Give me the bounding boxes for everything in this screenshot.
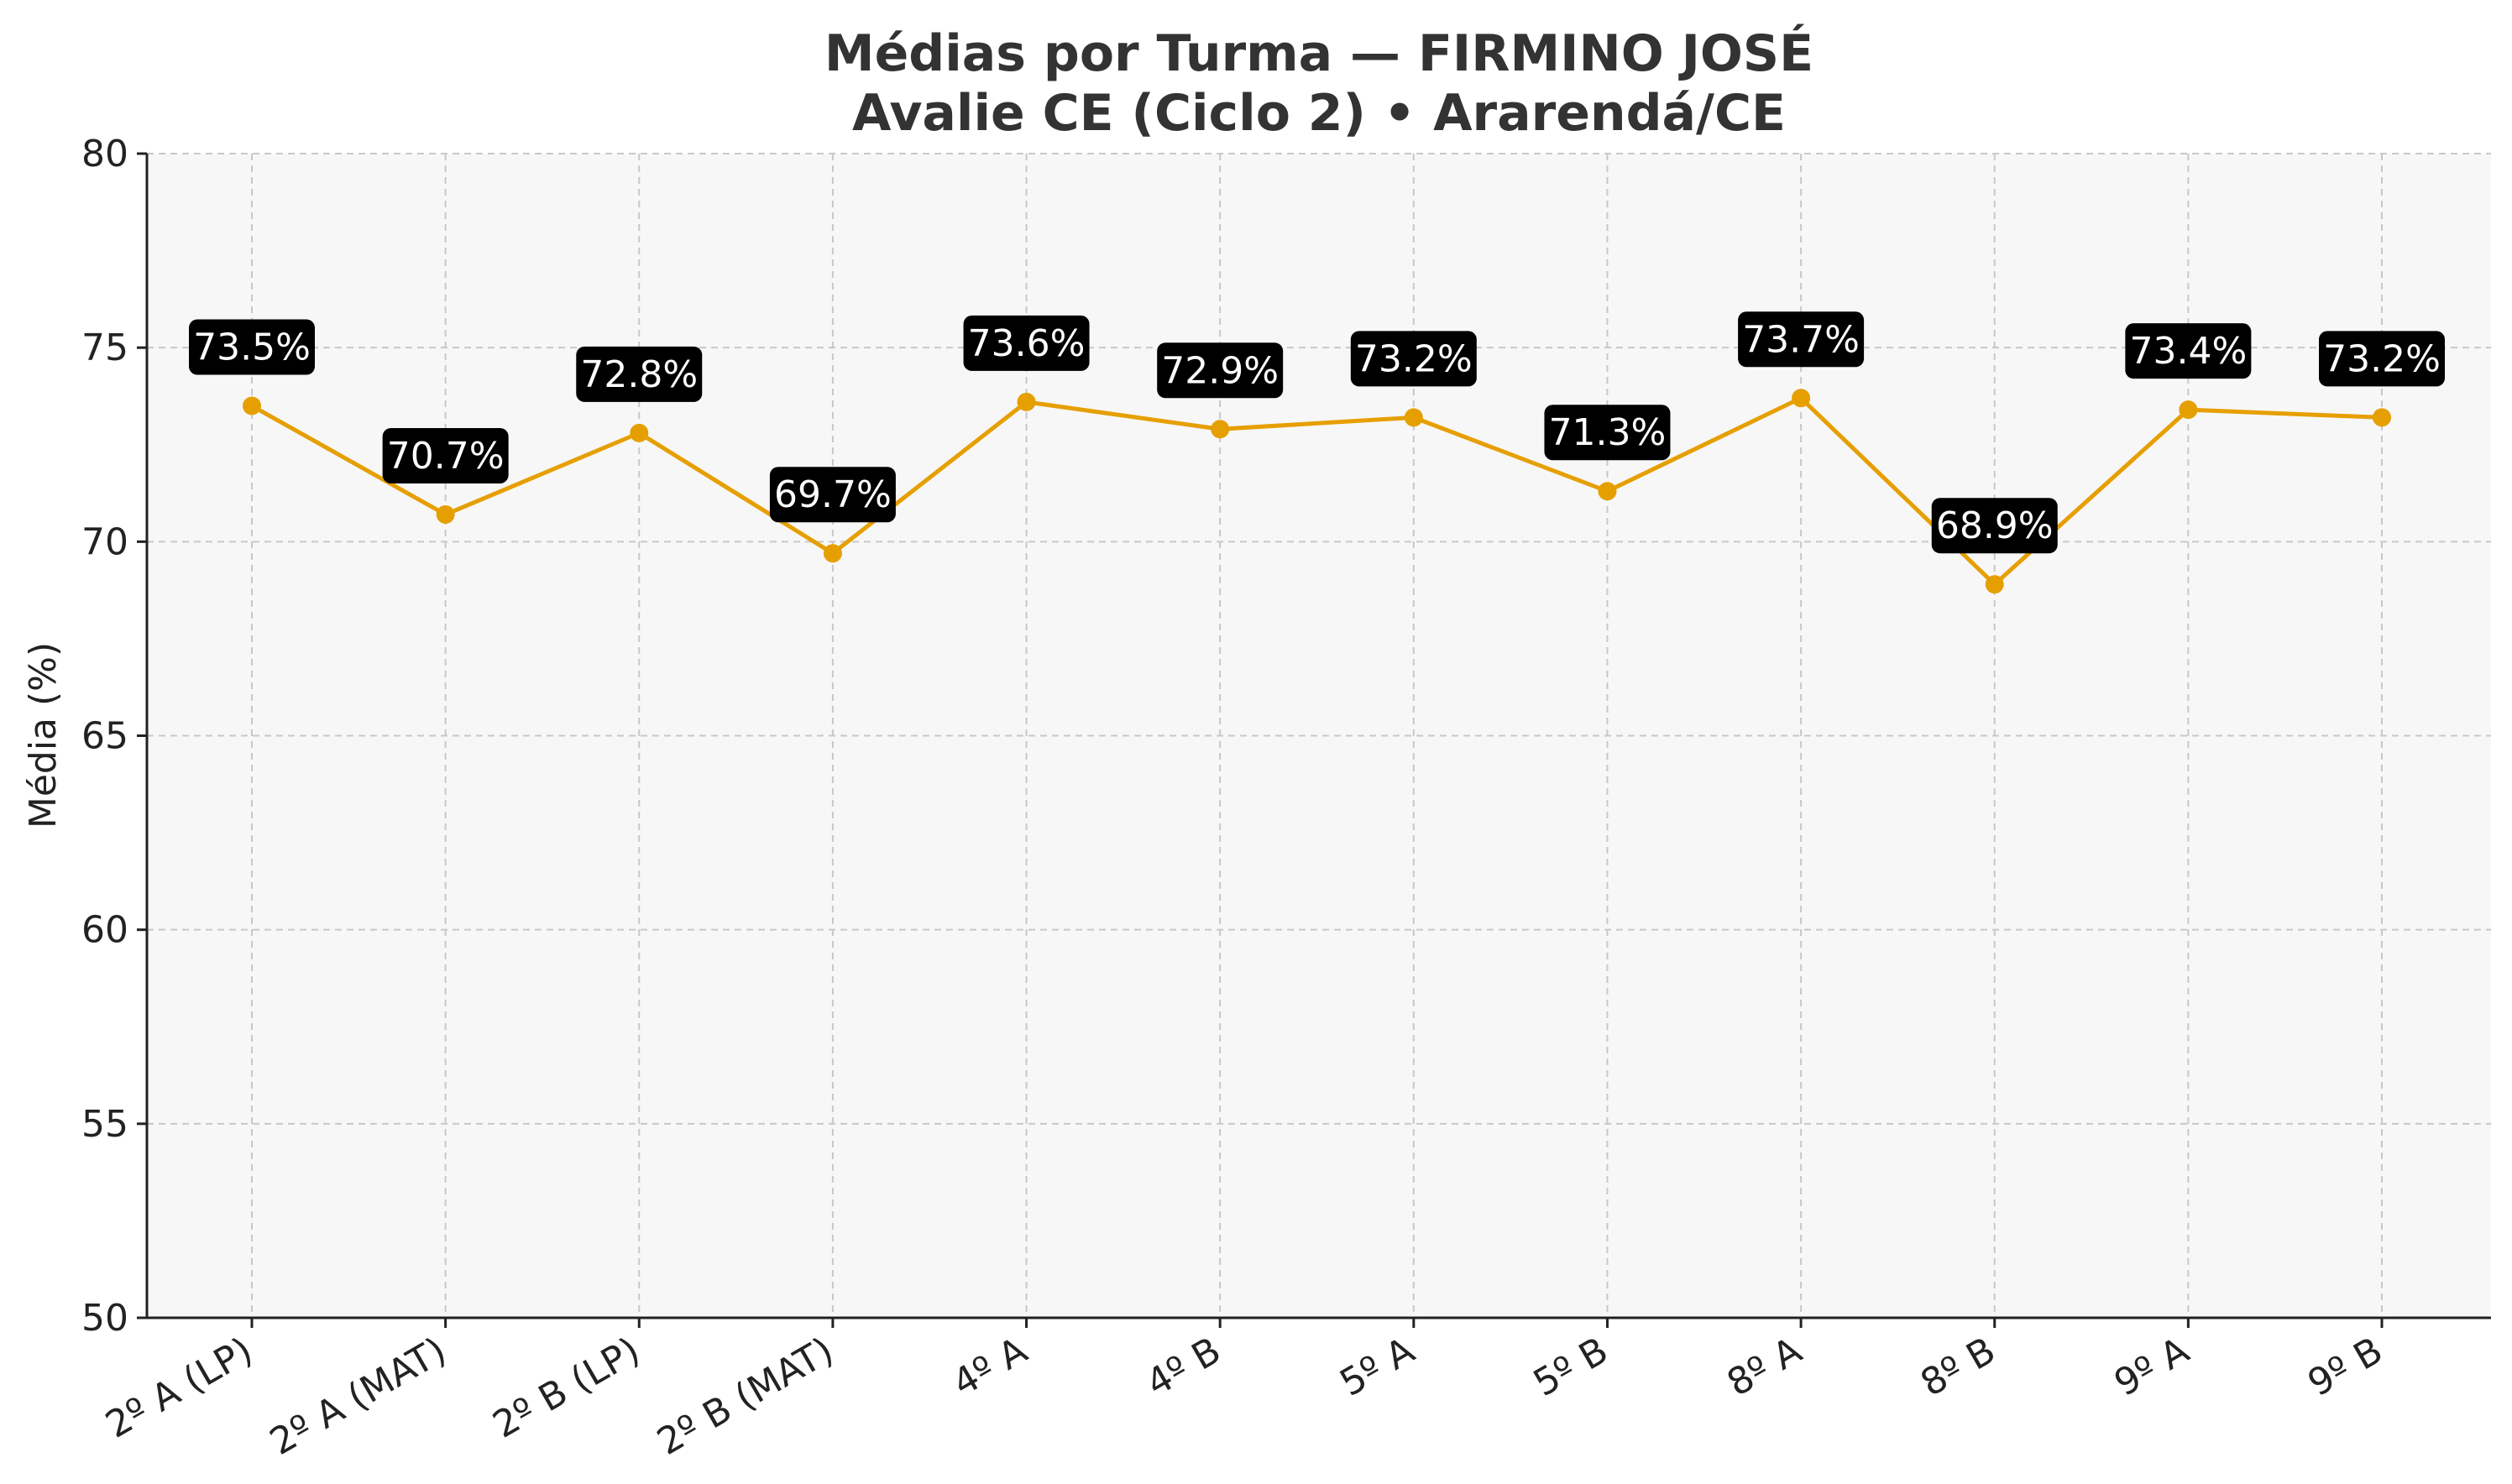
data-label-box bbox=[2319, 331, 2445, 387]
data-label-text: 73.2% bbox=[2323, 337, 2441, 380]
data-label-box bbox=[1350, 331, 1477, 387]
data-label: 70.7% bbox=[382, 427, 509, 483]
x-tick-label: 4º A bbox=[945, 1329, 1034, 1405]
y-ticks: 50 55 60 65 70 75 80 bbox=[81, 133, 147, 1340]
data-label-box bbox=[963, 315, 1090, 371]
data-label-text: 69.7% bbox=[774, 473, 892, 516]
data-labels: 73.5% 70.7% 72.8% 69.7% 73.6% 72.9% 73.2% 71.3%… bbox=[189, 311, 2445, 554]
data-point bbox=[436, 504, 455, 524]
data-label: 73.4% bbox=[2125, 323, 2252, 379]
data-point bbox=[823, 544, 842, 563]
x-tick-label: 8º B bbox=[1913, 1329, 2002, 1405]
x-tick-label: 2º A (MAT) bbox=[263, 1329, 453, 1463]
y-tick-label: 55 bbox=[81, 1103, 128, 1146]
y-tick-label: 50 bbox=[81, 1297, 128, 1340]
x-tick-label: 9º A bbox=[2107, 1329, 2196, 1405]
data-label: 71.3% bbox=[1544, 405, 1671, 461]
data-label: 68.9% bbox=[1931, 498, 2058, 554]
data-point bbox=[1792, 389, 1811, 408]
data-label-text: 73.5% bbox=[193, 327, 311, 369]
series-line bbox=[243, 389, 2391, 594]
chart-subtitle: Avalie CE (Ciclo 2) • Ararendá/CE bbox=[852, 84, 1786, 143]
data-point bbox=[1598, 482, 1617, 501]
data-label: 73.5% bbox=[189, 319, 315, 375]
data-label-text: 68.9% bbox=[1936, 504, 2054, 547]
x-tick-label: 2º B (LP) bbox=[486, 1329, 647, 1446]
y-tick-label: 75 bbox=[81, 327, 128, 369]
x-tick-label: 8º A bbox=[1720, 1329, 1809, 1405]
data-point bbox=[1985, 575, 2004, 594]
data-label: 72.9% bbox=[1157, 342, 1284, 399]
data-label: 72.8% bbox=[576, 346, 703, 402]
x-tick-label: 5º B bbox=[1526, 1329, 1615, 1405]
data-label: 73.7% bbox=[1738, 311, 1865, 368]
data-label: 73.6% bbox=[963, 315, 1090, 371]
data-label: 73.2% bbox=[1350, 331, 1477, 387]
x-tick-label: 5º A bbox=[1332, 1329, 1421, 1405]
data-label-text: 72.8% bbox=[580, 353, 698, 396]
data-point bbox=[1211, 420, 1230, 439]
data-label-box bbox=[769, 467, 896, 523]
data-label-box bbox=[2125, 323, 2252, 379]
data-label-box bbox=[576, 346, 703, 402]
data-label-box bbox=[1738, 311, 1865, 368]
data-point bbox=[630, 423, 649, 442]
x-tick-label: 2º A (LP) bbox=[99, 1329, 260, 1446]
data-point bbox=[1017, 392, 1036, 411]
x-tick-label: 2º B (MAT) bbox=[650, 1329, 840, 1464]
data-label-box bbox=[1931, 498, 2058, 554]
x-tick-label: 9º B bbox=[2301, 1329, 2390, 1405]
data-label-text: 72.9% bbox=[1161, 349, 1279, 392]
data-label-box bbox=[1544, 405, 1671, 461]
data-label-box bbox=[1157, 342, 1284, 399]
data-point bbox=[2373, 408, 2391, 427]
y-tick-label: 80 bbox=[81, 133, 128, 175]
y-tick-label: 65 bbox=[81, 715, 128, 758]
y-axis-label: Média (%) bbox=[22, 642, 65, 828]
data-label-box bbox=[189, 319, 315, 375]
y-tick-label: 70 bbox=[81, 520, 128, 563]
data-label-text: 73.6% bbox=[968, 322, 1086, 365]
data-label-text: 71.3% bbox=[1549, 411, 1667, 454]
data-label-text: 73.2% bbox=[1355, 337, 1473, 380]
y-tick-label: 60 bbox=[81, 909, 128, 952]
chart-title: Médias por Turma — FIRMINO JOSÉ bbox=[824, 23, 1813, 83]
data-label-box bbox=[382, 427, 509, 483]
series-path bbox=[250, 395, 2383, 587]
x-ticks: 2º A (LP) 2º A (MAT) 2º B (LP) 2º B (MAT) 4º… bbox=[99, 1318, 2390, 1464]
data-label-text: 70.7% bbox=[387, 435, 505, 478]
data-point bbox=[243, 396, 261, 415]
data-label: 69.7% bbox=[769, 467, 896, 523]
data-point bbox=[2179, 400, 2198, 420]
data-label-text: 73.7% bbox=[1742, 318, 1860, 361]
data-label: 73.2% bbox=[2319, 331, 2445, 387]
data-label-text: 73.4% bbox=[2129, 330, 2247, 373]
x-tick-label: 4º B bbox=[1139, 1329, 1228, 1405]
data-point bbox=[1404, 408, 1423, 427]
